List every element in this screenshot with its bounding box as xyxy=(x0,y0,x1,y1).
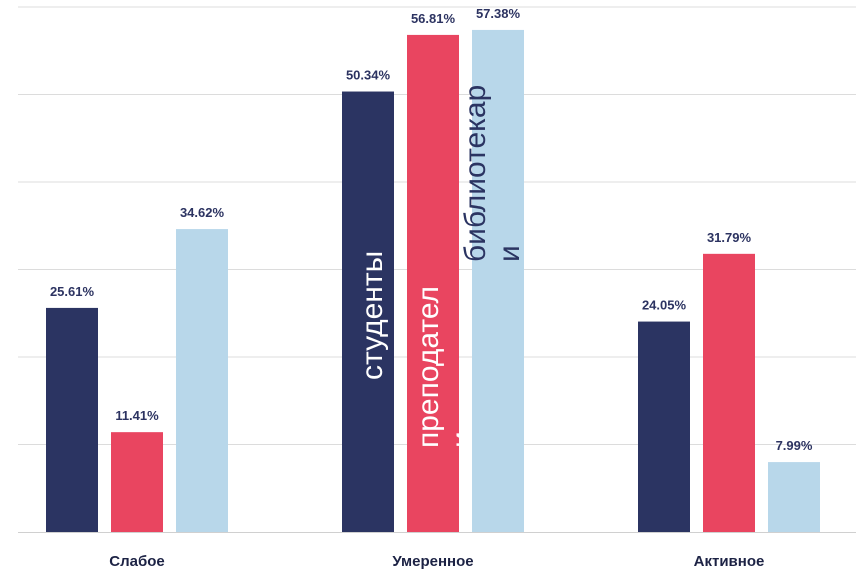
bar xyxy=(176,229,228,532)
bar xyxy=(472,29,524,533)
series-label: библиотекари xyxy=(459,85,526,262)
category-label: Активное xyxy=(694,553,765,570)
data-label: 11.41% xyxy=(115,408,159,423)
bar xyxy=(407,34,459,532)
data-label: 56.81% xyxy=(411,11,456,26)
data-label: 34.62% xyxy=(180,205,225,220)
series-label: студенты xyxy=(356,251,389,380)
data-label: 24.05% xyxy=(642,298,687,313)
bars xyxy=(46,29,820,533)
value-labels: 25.61% 11.41% 34.62% 50.34% 56.81% 57.38% 24.0… xyxy=(50,6,813,453)
category-labels: Слабое Умеренное Активное xyxy=(109,553,764,570)
bar xyxy=(111,432,163,532)
series-label: преподатели xyxy=(412,286,479,448)
data-label: 31.79% xyxy=(707,230,752,245)
series-labels: студенты преподатели библиотекари xyxy=(356,85,526,448)
data-label: 57.38% xyxy=(476,6,521,21)
bar xyxy=(638,321,690,532)
data-label: 7.99% xyxy=(776,438,813,453)
category-label: Слабое xyxy=(109,553,164,570)
data-label: 25.61% xyxy=(50,284,95,299)
bar xyxy=(703,253,755,532)
category-label: Умеренное xyxy=(392,553,473,570)
bar xyxy=(768,462,820,532)
bar xyxy=(342,91,394,533)
data-label: 50.34% xyxy=(346,68,391,83)
bar xyxy=(46,307,98,532)
